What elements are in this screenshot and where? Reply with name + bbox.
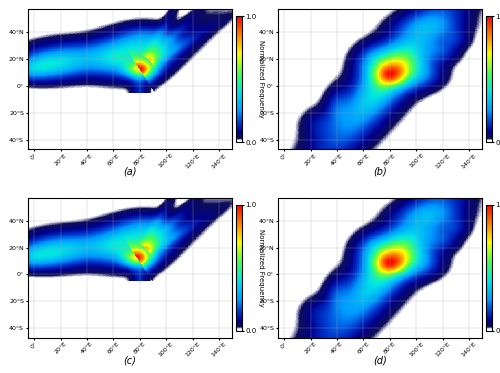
Text: (a): (a): [123, 167, 136, 177]
Text: (b): (b): [373, 167, 387, 177]
Text: (c): (c): [124, 355, 136, 366]
Y-axis label: Normalized Frequency: Normalized Frequency: [258, 40, 264, 118]
Y-axis label: Normalized Frequency: Normalized Frequency: [258, 229, 264, 307]
Text: (d): (d): [373, 355, 387, 366]
